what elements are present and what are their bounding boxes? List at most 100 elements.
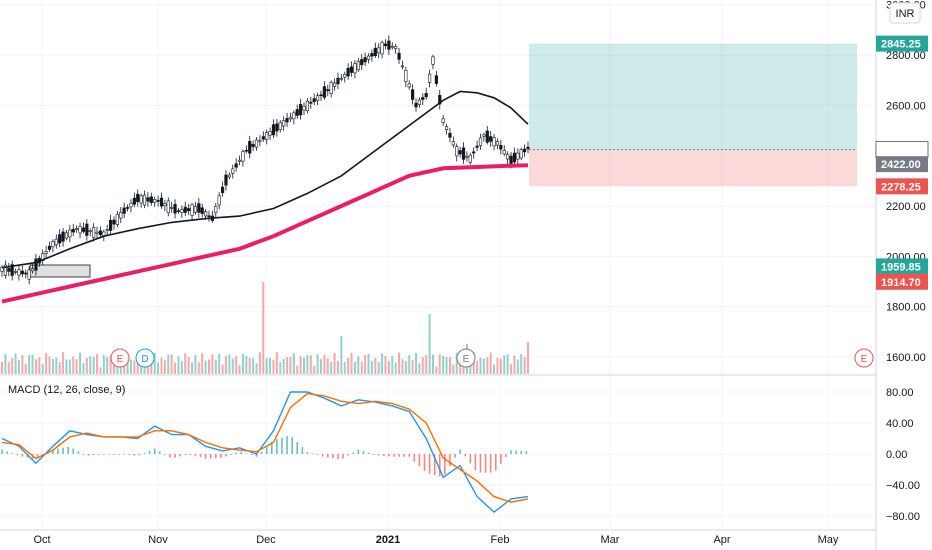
volume-bar	[527, 342, 529, 374]
candle	[261, 131, 265, 142]
candle	[434, 70, 438, 87]
target-zone[interactable]	[529, 43, 857, 150]
volume-bar	[411, 359, 414, 374]
candle-body	[115, 213, 119, 225]
candle-body	[125, 207, 130, 209]
candle-body	[282, 120, 286, 127]
candle	[78, 222, 82, 239]
candle	[129, 199, 133, 213]
macd-hist-bar	[505, 454, 507, 457]
event-label: D	[141, 354, 148, 365]
macd-hist-bar	[1, 449, 3, 454]
candle-body	[166, 200, 170, 214]
volume-bar	[289, 356, 292, 374]
candle-body	[85, 223, 89, 236]
candle	[139, 193, 143, 208]
candle	[30, 263, 35, 274]
macd-hist-bar	[296, 442, 299, 454]
macd-hist-bar	[214, 454, 217, 459]
candle	[285, 112, 289, 127]
volume-bar	[326, 358, 329, 374]
volume-bar	[516, 359, 519, 374]
candle	[217, 192, 221, 210]
candle-body	[387, 40, 391, 50]
candle	[465, 151, 469, 162]
candle	[319, 90, 323, 101]
grid	[0, 0, 877, 550]
volume-bar	[75, 359, 78, 374]
event-marker-d[interactable]: D	[135, 348, 155, 368]
volume-bar	[170, 354, 173, 374]
candle-body	[170, 207, 174, 209]
candle-body	[197, 203, 201, 213]
candle	[254, 136, 259, 151]
volume-bar	[184, 353, 187, 374]
candle	[441, 114, 445, 126]
candle-body	[187, 208, 191, 212]
volume-bar	[330, 361, 333, 374]
long-position-tool[interactable]	[29, 43, 857, 278]
sma-black-line	[1, 90, 529, 269]
volume-bar	[482, 358, 485, 374]
time-tick-label: 2021	[376, 534, 400, 546]
candle	[383, 39, 388, 50]
volume-bar	[167, 354, 170, 374]
stop-zone[interactable]	[529, 149, 857, 187]
volume-bar	[157, 362, 160, 374]
volume-bar	[204, 360, 207, 374]
price-range-drawing[interactable]	[29, 264, 91, 278]
macd-hist-bar	[159, 451, 161, 454]
macd-hist-bar	[245, 453, 248, 455]
candle	[13, 268, 18, 275]
candle	[455, 143, 459, 162]
volume-bar	[506, 354, 509, 374]
candle	[81, 222, 86, 234]
currency-button[interactable]: INR	[889, 2, 921, 24]
macd-tick-label: 80.00	[886, 387, 914, 399]
signal-line	[1, 392, 529, 503]
candle-body	[207, 215, 211, 218]
volume-bar	[133, 360, 136, 374]
candle	[519, 147, 523, 161]
event-marker-e[interactable]: E	[854, 348, 874, 368]
candle-body	[258, 140, 262, 142]
event-marker-e[interactable]: E	[110, 348, 130, 368]
volume-bar	[238, 365, 241, 374]
candle-body	[7, 268, 11, 272]
volume-bar	[160, 357, 163, 374]
candle-body	[431, 56, 435, 65]
candle	[278, 120, 282, 133]
volume-bar	[126, 355, 129, 374]
candle-body	[380, 42, 384, 55]
macd-title-group: MACD (12, 26, close, 9)	[8, 384, 125, 396]
volume-bar	[398, 352, 401, 374]
volume-bar	[31, 354, 34, 374]
candle	[312, 93, 316, 106]
volume-bar	[163, 360, 166, 374]
macd-hist-bar	[174, 454, 176, 458]
macd-hist-bar	[403, 454, 405, 457]
macd-hist-bar	[286, 436, 288, 454]
candle	[156, 195, 160, 207]
candle-body	[400, 65, 405, 68]
volume-bar	[381, 353, 384, 374]
volume-bar	[455, 352, 458, 374]
candle	[322, 81, 326, 100]
candle-body	[299, 104, 303, 116]
candle-body	[424, 92, 428, 98]
candle	[387, 35, 391, 55]
volume-bar	[14, 353, 17, 374]
candle	[153, 196, 157, 207]
volume-bar	[58, 362, 61, 374]
candle-body	[336, 77, 340, 85]
candle-body	[132, 197, 136, 205]
volume-bar	[452, 364, 455, 374]
macd-hist-bar	[82, 454, 85, 455]
macd-hist-bar	[235, 452, 237, 454]
macd-hist-bar	[6, 451, 8, 454]
volume-bar	[313, 365, 316, 374]
price-tag-bg	[876, 156, 928, 173]
candle	[190, 202, 194, 221]
volume-bar	[319, 358, 322, 374]
event-marker-e[interactable]: E	[456, 348, 476, 368]
